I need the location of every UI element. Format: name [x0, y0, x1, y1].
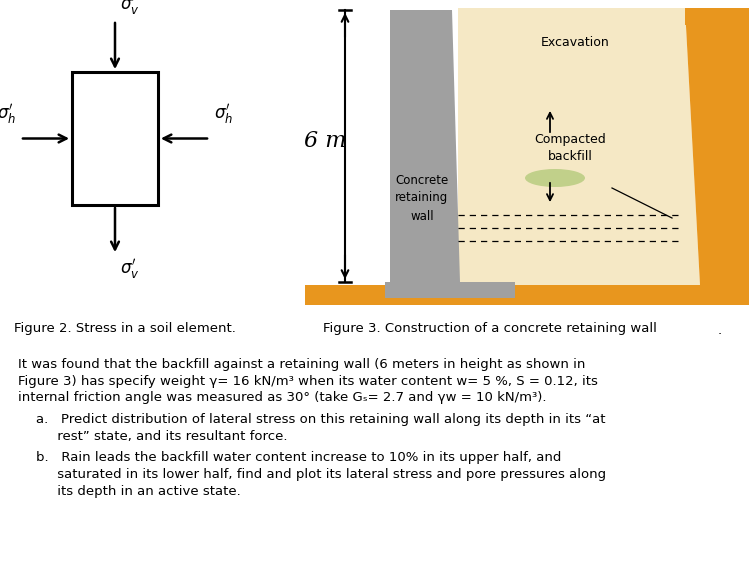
Text: Figure 2. Stress in a soil element.: Figure 2. Stress in a soil element. — [14, 322, 236, 335]
Text: $\sigma_h'$: $\sigma_h'$ — [214, 102, 233, 127]
Text: $\sigma_v'$: $\sigma_v'$ — [120, 0, 139, 17]
Text: It was found that the backfill against a retaining wall (6 meters in height as s: It was found that the backfill against a… — [18, 358, 586, 371]
Text: internal friction angle was measured as 30° (take Gₛ= 2.7 and γw = 10 kN/m³).: internal friction angle was measured as … — [18, 391, 547, 404]
Polygon shape — [385, 282, 515, 298]
Text: $\sigma_h'$: $\sigma_h'$ — [0, 102, 16, 127]
Polygon shape — [685, 8, 749, 285]
Text: Excavation: Excavation — [541, 35, 610, 48]
Polygon shape — [305, 285, 749, 305]
Text: saturated in its lower half, find and plot its lateral stress and pore pressures: saturated in its lower half, find and pl… — [36, 468, 606, 481]
Text: Figure 3) has specify weight γ= 16 kN/m³ when its water content w= 5 %, S = 0.12: Figure 3) has specify weight γ= 16 kN/m³… — [18, 374, 598, 387]
Text: b.   Rain leads the backfill water content increase to 10% in its upper half, an: b. Rain leads the backfill water content… — [36, 452, 561, 465]
Text: rest” state, and its resultant force.: rest” state, and its resultant force. — [36, 430, 288, 443]
Text: .: . — [718, 324, 722, 337]
Text: Compacted
backfill: Compacted backfill — [534, 133, 606, 163]
Ellipse shape — [525, 169, 585, 187]
Polygon shape — [390, 10, 460, 282]
Polygon shape — [458, 8, 700, 285]
Text: Figure 3. Construction of a concrete retaining wall: Figure 3. Construction of a concrete ret… — [323, 322, 657, 335]
Text: 6 m: 6 m — [304, 130, 346, 152]
Polygon shape — [685, 8, 749, 25]
Text: Concrete
retaining
wall: Concrete retaining wall — [395, 173, 449, 223]
Text: its depth in an active state.: its depth in an active state. — [36, 485, 240, 498]
Text: a.   Predict distribution of lateral stress on this retaining wall along its dep: a. Predict distribution of lateral stres… — [36, 414, 605, 427]
Text: $\sigma_v'$: $\sigma_v'$ — [120, 257, 139, 281]
